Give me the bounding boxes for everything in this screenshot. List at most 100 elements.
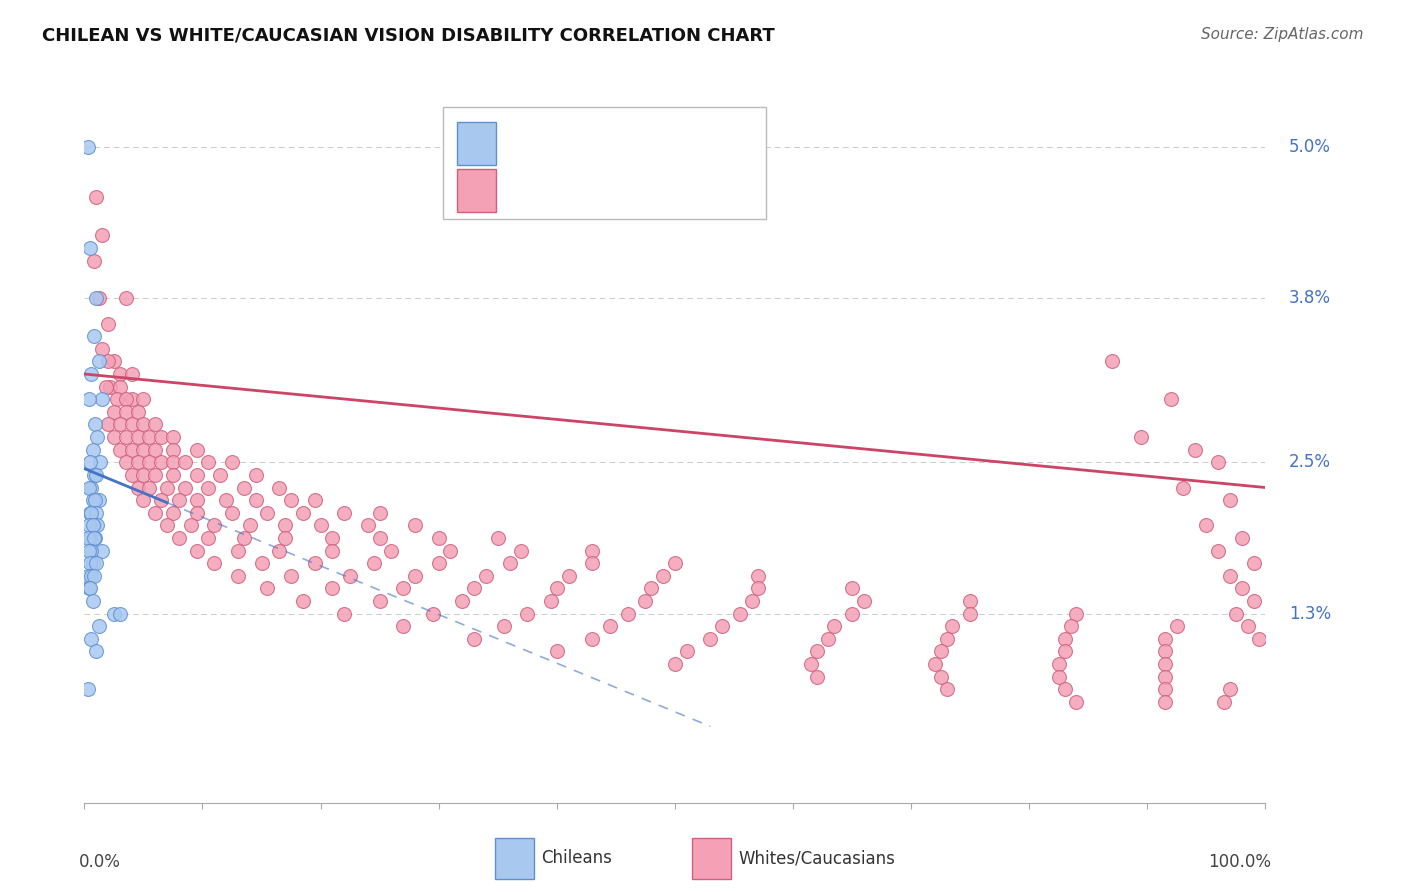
Point <box>274 518 297 533</box>
Point <box>333 607 356 621</box>
Point <box>79 241 101 255</box>
Point <box>333 506 356 520</box>
Point <box>935 682 957 697</box>
Point <box>941 619 963 633</box>
Point <box>422 607 444 621</box>
Text: Whites/Caucasians: Whites/Caucasians <box>738 849 896 867</box>
Point <box>84 644 107 658</box>
Point <box>581 543 603 558</box>
Point <box>80 569 103 583</box>
Point <box>80 367 103 381</box>
Point <box>675 644 697 658</box>
Point <box>806 670 828 684</box>
Point <box>121 442 143 457</box>
Point <box>546 644 568 658</box>
Point <box>84 190 107 204</box>
Point <box>103 607 125 621</box>
Point <box>143 506 166 520</box>
Point <box>162 506 184 520</box>
Point <box>82 556 104 570</box>
Point <box>581 556 603 570</box>
Point <box>1195 518 1218 533</box>
Point <box>91 228 114 243</box>
Point <box>274 531 297 545</box>
Point <box>77 392 100 407</box>
Point <box>83 329 105 343</box>
Point <box>84 506 107 520</box>
Point <box>256 506 278 520</box>
Point <box>1154 657 1177 671</box>
Point <box>83 253 105 268</box>
Point <box>510 543 533 558</box>
Point <box>368 506 391 520</box>
Point <box>463 582 485 596</box>
Point <box>747 569 769 583</box>
Point <box>84 556 107 570</box>
Point <box>202 518 225 533</box>
Point <box>127 455 149 469</box>
Text: N =: N = <box>619 180 658 198</box>
Point <box>87 354 110 368</box>
Point <box>107 392 129 407</box>
Point <box>339 569 361 583</box>
Point <box>114 405 136 419</box>
Point <box>91 392 114 407</box>
Point <box>634 594 657 608</box>
Point <box>156 518 179 533</box>
Point <box>202 556 225 570</box>
Point <box>86 518 108 533</box>
Point <box>1047 670 1070 684</box>
Point <box>80 632 103 646</box>
Point <box>245 493 267 508</box>
Point <box>800 657 823 671</box>
Point <box>616 607 638 621</box>
Point <box>463 632 485 646</box>
Point <box>87 493 110 508</box>
Text: 1.3%: 1.3% <box>1289 605 1331 623</box>
Point <box>516 607 538 621</box>
Point <box>94 379 117 393</box>
Point <box>1230 531 1253 545</box>
Point <box>1225 607 1247 621</box>
Point <box>84 291 107 305</box>
Text: Chileans: Chileans <box>541 849 612 867</box>
Point <box>599 619 621 633</box>
Point <box>186 493 208 508</box>
Point <box>114 392 136 407</box>
Point <box>823 619 845 633</box>
Point <box>87 291 110 305</box>
Point <box>1154 670 1177 684</box>
Point <box>132 417 155 432</box>
Point <box>98 379 121 393</box>
Point <box>404 518 426 533</box>
Point <box>121 367 143 381</box>
Point <box>363 556 385 570</box>
Point <box>143 442 166 457</box>
Point <box>1219 493 1241 508</box>
Point <box>138 430 160 444</box>
Point <box>486 531 509 545</box>
Point <box>79 582 101 596</box>
Text: -0.130: -0.130 <box>555 133 620 151</box>
Point <box>664 556 686 570</box>
Point <box>132 467 155 482</box>
Point <box>250 556 273 570</box>
Point <box>357 518 380 533</box>
Point <box>1219 569 1241 583</box>
Point <box>1130 430 1153 444</box>
Text: 2.5%: 2.5% <box>1289 453 1331 471</box>
Point <box>197 455 219 469</box>
Point <box>256 582 278 596</box>
Point <box>84 417 107 432</box>
Text: CHILEAN VS WHITE/CAUCASIAN VISION DISABILITY CORRELATION CHART: CHILEAN VS WHITE/CAUCASIAN VISION DISABI… <box>42 27 775 45</box>
Point <box>1154 632 1177 646</box>
Point <box>103 354 125 368</box>
Point <box>711 619 734 633</box>
Point <box>150 455 173 469</box>
Text: 3.8%: 3.8% <box>1289 289 1331 308</box>
Point <box>1213 695 1236 709</box>
Point <box>97 317 120 331</box>
Point <box>83 569 105 583</box>
Point <box>404 569 426 583</box>
Point <box>1243 594 1265 608</box>
